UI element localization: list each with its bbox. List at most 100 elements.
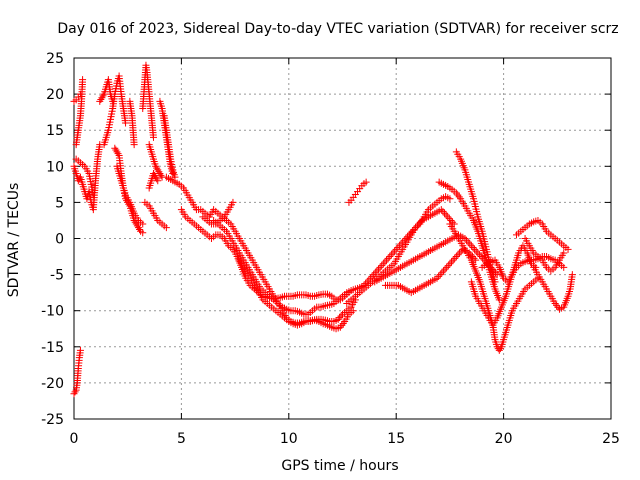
data-point (139, 229, 147, 237)
data-point (491, 278, 499, 286)
data-point (477, 253, 485, 261)
y-tick-label: 20 (46, 87, 64, 103)
data-point (415, 220, 423, 228)
data-point (403, 233, 411, 241)
data-point (362, 178, 370, 186)
data-point (446, 260, 454, 268)
data-point (349, 307, 357, 315)
axis-ticks: 0 5 10 15 20 25 -25 -20 -15 -10 -5 0 5 10 15 20 25 (41, 51, 620, 447)
data-point (413, 222, 421, 230)
data-point (454, 251, 462, 259)
data-point (98, 94, 106, 102)
data-point (495, 296, 503, 304)
y-tick-label: -15 (41, 340, 64, 356)
data-point (397, 240, 405, 248)
data-point (469, 244, 477, 252)
data-point (399, 238, 407, 246)
data-point (97, 96, 105, 104)
data-point (133, 222, 141, 230)
data-point (443, 263, 451, 271)
data-point (446, 195, 454, 203)
data-point (151, 171, 159, 179)
data-point (395, 242, 403, 250)
data-point (444, 213, 452, 221)
data-point (464, 238, 472, 246)
data-point (445, 215, 453, 223)
data-point (153, 175, 161, 183)
y-tick-label: -25 (41, 412, 64, 428)
data-point (496, 345, 504, 353)
data-point (156, 170, 164, 178)
data-point (365, 276, 373, 284)
data-point (408, 227, 416, 235)
data-point (373, 267, 381, 275)
data-point (456, 249, 464, 257)
data-point (229, 198, 237, 206)
y-tick-label: 10 (46, 159, 64, 175)
data-point (154, 166, 162, 174)
data-point (379, 260, 387, 268)
data-point (394, 244, 402, 252)
data-point (132, 220, 140, 228)
data-point (362, 280, 370, 288)
data-point (149, 133, 157, 141)
data-point (391, 247, 399, 255)
data-point (451, 254, 459, 262)
data-point (345, 289, 353, 297)
data-point (383, 256, 391, 264)
data-point (157, 171, 165, 179)
data-point (162, 224, 170, 232)
data-point (433, 274, 441, 282)
y-tick-label: 25 (46, 51, 64, 67)
data-point (437, 206, 445, 214)
data-point (96, 97, 104, 105)
data-point (449, 256, 457, 264)
data-point (389, 249, 397, 257)
data-point (368, 272, 376, 280)
data-point (71, 388, 79, 396)
data-point (112, 146, 120, 154)
data-point (154, 177, 162, 185)
data-point (475, 251, 483, 259)
data-point (370, 271, 378, 279)
data-point (70, 390, 78, 398)
data-point (461, 235, 469, 242)
chart-title: Day 016 of 2023, Sidereal Day-to-day VTE… (57, 21, 618, 37)
y-tick-label: -5 (50, 268, 64, 284)
data-point (113, 148, 121, 156)
data-point (334, 315, 342, 323)
grid-lines (74, 58, 611, 419)
data-point (568, 271, 576, 279)
data-point (337, 312, 345, 320)
y-tick-label: 0 (55, 232, 64, 248)
data-point (439, 267, 447, 275)
data-point (442, 211, 450, 219)
data-point (374, 265, 382, 273)
y-tick-label: 15 (46, 123, 64, 139)
y-tick-label: -20 (41, 376, 64, 392)
x-tick-label: 15 (387, 431, 405, 447)
data-point (463, 236, 471, 244)
data-point (130, 141, 138, 149)
data-point (466, 240, 474, 248)
data-point (152, 173, 160, 181)
data-point (560, 263, 568, 271)
data-point (76, 346, 84, 354)
data-point (386, 253, 394, 261)
data-point (448, 258, 456, 266)
data-point (447, 216, 455, 224)
data-point (436, 271, 444, 279)
data-point (392, 245, 400, 253)
data-point (435, 272, 443, 280)
data-point (153, 164, 161, 172)
data-point (89, 191, 97, 199)
data-point (438, 269, 446, 277)
data-point (155, 168, 163, 176)
data-point (471, 245, 479, 253)
data-point (79, 76, 87, 84)
y-tick-label: -10 (41, 304, 64, 320)
data-point (366, 274, 374, 282)
data-point (384, 254, 392, 262)
data-point (378, 262, 386, 270)
